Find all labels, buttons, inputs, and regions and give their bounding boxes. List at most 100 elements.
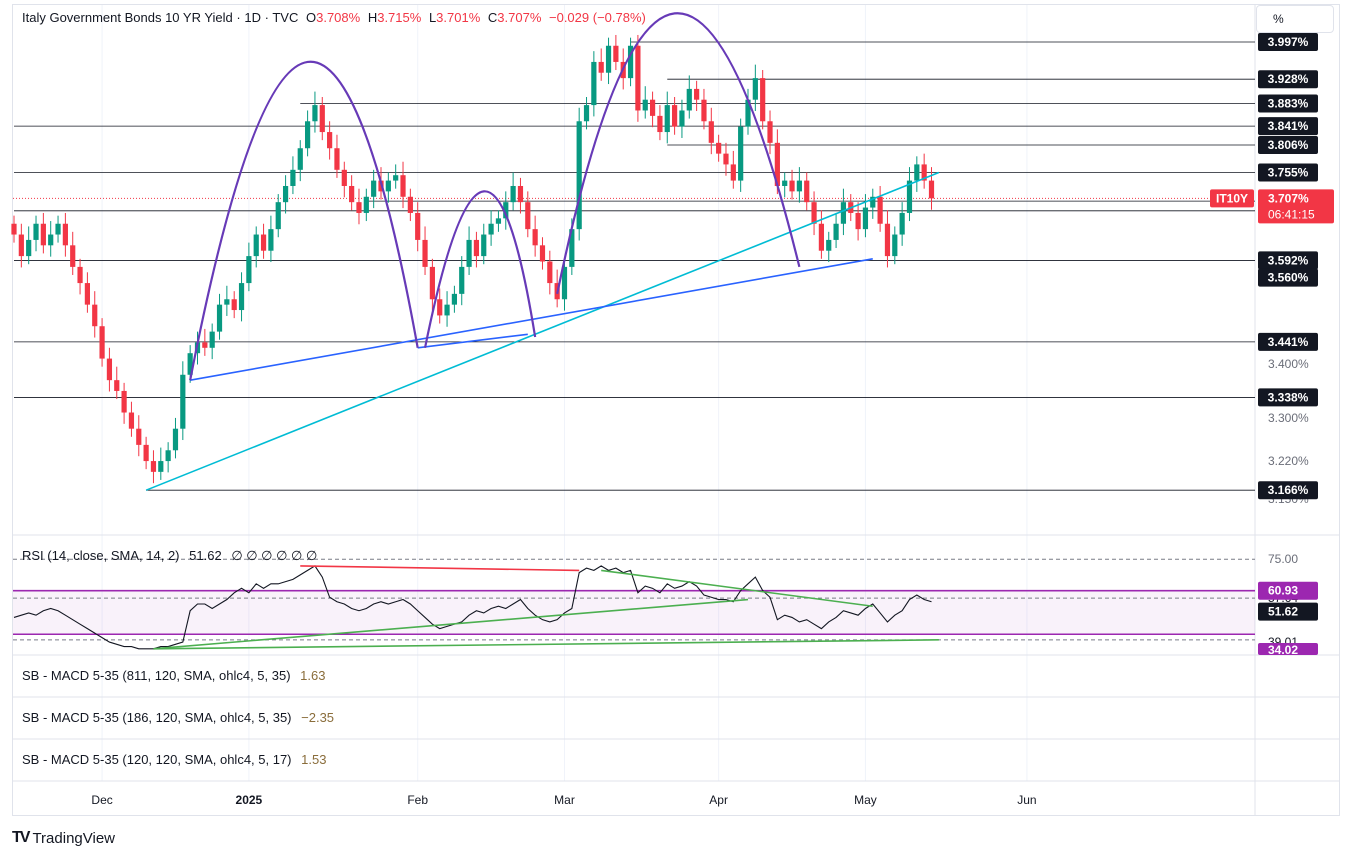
candle-body [738,126,744,181]
candle-body [473,239,480,257]
candle-body [679,110,685,127]
rsi-divergence-line [153,598,749,650]
y-tick-label: 3.300% [1268,411,1309,425]
macd-legend-2[interactable]: SB - MACD 5-35 (186, 120, SMA, ohlc4, 5,… [22,710,334,725]
price-badge-value: 3.707% [1268,191,1309,205]
candle-body [363,196,369,213]
x-tick-label: Mar [554,793,575,807]
candle-body [495,218,502,224]
candle-body [407,196,413,213]
candle-body [429,266,435,300]
candle-body [349,185,355,203]
candle-body [752,78,758,100]
candle-body [591,61,597,106]
chart-frame [12,4,1340,816]
rsi-divergence-line [153,639,939,650]
chart-header: Italy Government Bonds 10 YR Yield · 1D … [22,10,646,25]
candle-body [547,261,553,284]
rsi-placeholders: ∅ ∅ ∅ ∅ ∅ ∅ [231,548,318,563]
candle-body [334,148,340,170]
rsi-low-badge-label: 34.02 [1268,643,1298,657]
macd-value: 1.53 [301,752,327,767]
tradingview-logo-icon: TV [12,829,31,846]
candle-body [914,164,920,181]
high-label: H [367,10,378,25]
rsi-ma-badge [1258,581,1318,600]
candle-body [128,412,135,429]
scale-percent-button[interactable]: % [1256,5,1334,33]
tradingview-brand[interactable]: TV TradingView [12,829,115,847]
candle-body [642,99,648,111]
candle-body [92,304,98,327]
level-badge-label: 3.755% [1268,166,1309,180]
candle-body [877,196,883,224]
candle-body [928,180,935,199]
candle-body [106,358,113,381]
candle-body [260,234,267,251]
candle-body [657,115,663,133]
candle-body [136,428,142,445]
candle-body [305,121,311,149]
candle-body [730,164,736,181]
macd-legend-3[interactable]: SB - MACD 5-35 (120, 120, SMA, ohlc4, 5,… [22,752,326,767]
macd-label: SB - MACD 5-35 (186, 120, SMA, ohlc4, 5,… [22,710,292,725]
candle-body [275,202,281,230]
symbol-name[interactable]: Italy Government Bonds 10 YR Yield [22,10,233,25]
ticker-badge-label: IT10Y [1216,191,1248,205]
header-sep: · [264,10,269,25]
candle-body [583,105,590,122]
y-tick-label: 3.220% [1268,454,1309,468]
interval[interactable]: 1D [244,10,261,25]
candle-body [532,229,538,246]
level-badge [1258,135,1318,154]
candle-body [686,88,692,111]
candle-body [760,78,766,122]
arc-pattern [189,60,419,381]
candle-body [216,304,223,332]
header-sep: · [236,10,241,25]
open-label: O [305,10,317,25]
candle-body [62,223,68,246]
candle-body [393,175,399,181]
level-badge [1258,32,1318,51]
candle-body [745,99,751,127]
level-badge-label: 3.560% [1268,271,1309,285]
candle-body [481,234,487,257]
candle-body [268,229,274,251]
candle-body [510,185,516,203]
candle-body [782,180,788,186]
candle-body [444,304,450,316]
x-tick-label: Feb [407,793,428,807]
candle-body [921,164,927,181]
candle-body [716,142,722,154]
candle-body [70,245,76,267]
candle-body [172,428,179,451]
candle-body [649,99,656,116]
level-badge [1258,94,1318,113]
level-badge [1258,481,1318,500]
macd-legend-1[interactable]: SB - MACD 5-35 (811, 120, SMA, ohlc4, 5,… [22,668,325,683]
rsi-divergence-line [601,569,873,608]
level-badge [1258,388,1318,407]
candle-body [694,88,700,100]
rsi-line [13,565,932,650]
candle-body [40,223,46,246]
rsi-low-badge [1258,643,1318,655]
candle-body [341,169,347,186]
rsi-legend[interactable]: RSI (14, close, SMA, 14, 2) 51.62 ∅ ∅ ∅ … [22,548,317,564]
candle-body [356,202,362,213]
candle-body [187,353,193,375]
candle-body [767,121,773,143]
candle-body [282,185,289,203]
change-value: −0.029 (−0.78%) [549,10,646,25]
candle-body [422,239,428,267]
level-badge [1258,163,1318,182]
candle-body [569,229,575,267]
candle-body [826,239,832,251]
candle-body [503,202,509,219]
x-tick-label: May [854,793,877,807]
candle-body [789,180,795,192]
candle-body [385,180,391,192]
candle-body [870,196,876,208]
